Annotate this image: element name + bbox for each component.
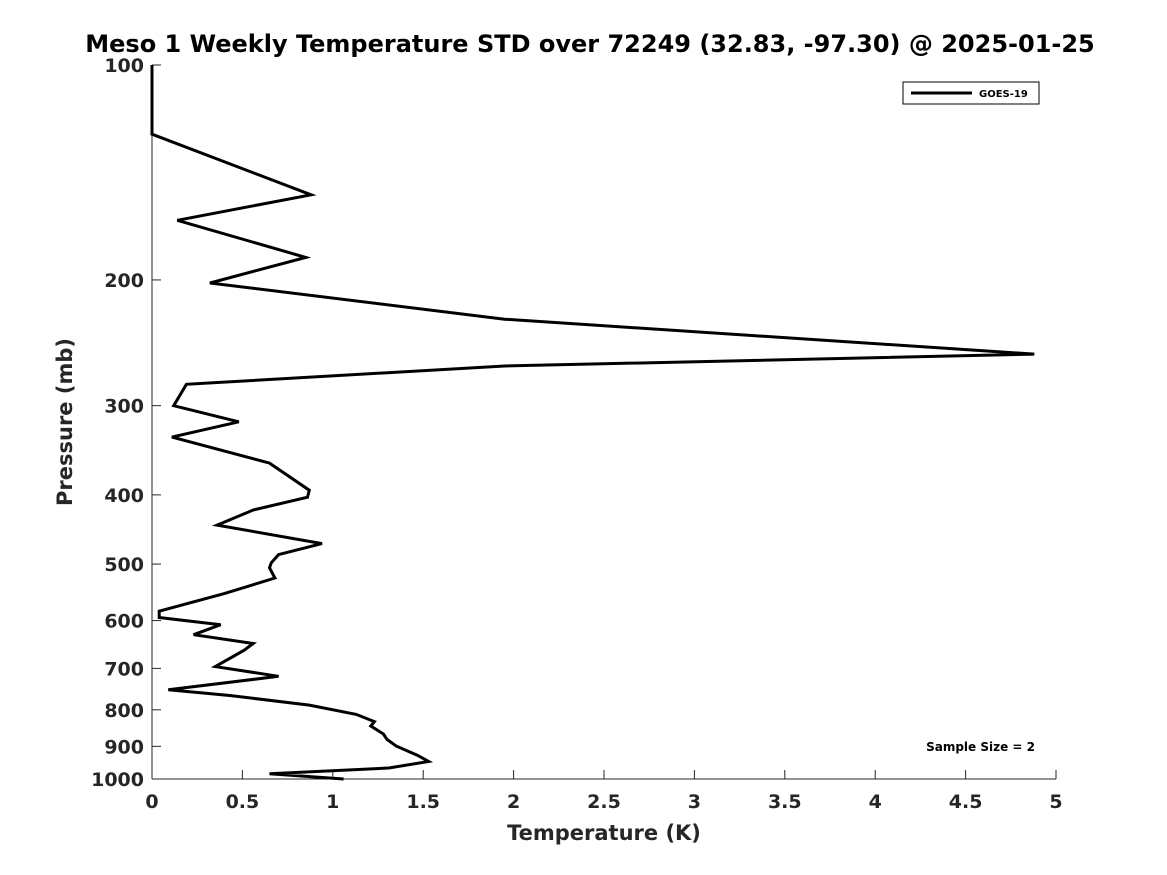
x-tick-label: 3: [688, 791, 701, 813]
axes: 0 0.5 1 1.5 2 2.5 3 3.5 4 4.5 5 100 200 300 400 500 600 7…: [91, 55, 1063, 813]
x-tick-label: 1: [326, 791, 339, 813]
x-tick-label: 0: [145, 791, 158, 813]
legend: GOES-19: [902, 81, 1040, 105]
y-tick-label: 400: [104, 485, 144, 507]
y-tick-label: 700: [104, 658, 144, 680]
x-tick-label: 5: [1049, 791, 1062, 813]
y-tick-label: 600: [104, 611, 144, 633]
legend-label-goes19: GOES-19: [979, 89, 1028, 100]
plot-area: [150, 65, 1035, 781]
chart-title: Meso 1 Weekly Temperature STD over 72249…: [85, 30, 1095, 58]
x-tick-label: 2.5: [587, 791, 621, 813]
x-tick-label: 3.5: [768, 791, 802, 813]
y-tick-label: 500: [104, 554, 144, 576]
y-tick-label: 1000: [91, 769, 144, 791]
series-line-goes19: [150, 65, 1035, 781]
y-axis-label: Pressure (mb): [53, 338, 77, 506]
y-tick-label: 100: [104, 55, 144, 77]
x-tick-label: 2: [507, 791, 520, 813]
x-tick-label: 4: [869, 791, 882, 813]
x-tick-label: 1.5: [406, 791, 440, 813]
y-tick-label: 300: [104, 396, 144, 418]
x-axis-label: Temperature (K): [507, 821, 701, 845]
y-tick-label: 800: [104, 700, 144, 722]
y-tick-label: 900: [104, 736, 144, 758]
x-tick-label: 4.5: [949, 791, 983, 813]
y-tick-label: 200: [104, 270, 144, 292]
sample-size-annotation: Sample Size = 2: [926, 740, 1035, 754]
x-tick-label: 0.5: [226, 791, 260, 813]
